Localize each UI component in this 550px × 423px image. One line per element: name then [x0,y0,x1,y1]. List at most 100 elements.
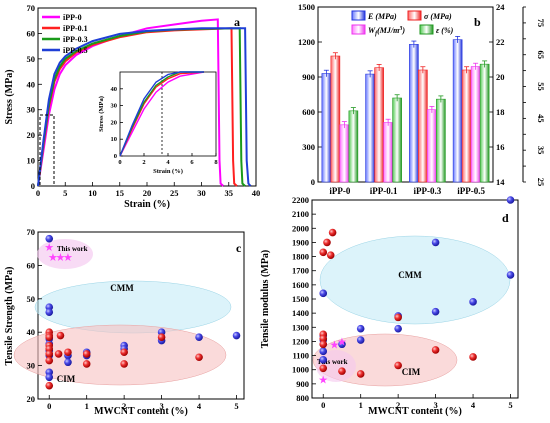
cmm-point [232,331,241,340]
y-tick-label: 1500 [292,294,309,304]
cmm-point [356,336,365,344]
cmm-point [45,373,54,382]
bar-iPP-0.3-1 [418,69,428,183]
inset-x-tick-label: 4 [166,159,170,166]
panel-b-legend: E (MPa) σ (MPa) Wf(MJ/m3) ε (%) [351,10,454,37]
panel-a-letter: a [234,15,240,29]
legend-label-iPP-0.3: iPP-0.3 [63,35,88,44]
curve-iPP-0.3 [37,27,246,187]
right1-tick-label: 16 [496,142,505,152]
inset-x-tick-label: 8 [214,159,218,166]
cim-point [328,228,337,237]
y-tick-label: 50 [27,294,36,304]
cim-point [319,340,328,349]
y-tick-label: 1400 [292,308,309,318]
cim-point [326,251,335,259]
y-tick-label: 1300 [292,322,309,332]
y-tick-label: 1100 [292,351,309,361]
cim-point [54,350,63,358]
cmm-point [319,356,328,364]
cmm-point [506,196,515,204]
y-tick-label: 20 [27,394,36,404]
inset-ylabel: Stress (MPa) [98,96,105,132]
cim-point [431,346,440,354]
y-tick-label: 900 [296,379,309,389]
cim-point [120,360,128,368]
y-tick-label: 2000 [292,223,309,233]
x-tick-label: 4 [471,400,476,410]
panel-d-letter: d [502,211,509,225]
this-work-star: ★ [337,335,347,348]
cim-point [82,360,91,368]
cim-point [45,350,54,358]
panel-b-axes: 0 300 600 900 1200 1500 14 16 18 20 22 24 25 35 45 55 65… [298,2,546,187]
x-tick-label: 2 [122,401,126,411]
x-tick-label: 20 [143,188,152,198]
panel-d-xlabel: MWCNT content (%) [368,406,462,417]
inset-x-tick-label: 2 [142,159,145,166]
right1-tick-label: 24 [496,2,505,12]
category-label: iPP-0.5 [457,186,485,196]
bar-iPP-0.1-2 [383,122,393,183]
cmm-point [356,324,365,333]
cim-point [394,361,402,370]
x-tick-label: 0 [36,188,40,198]
cmm-point [45,234,54,243]
y-tick-label: 1900 [292,237,309,247]
this-work-star: ★ [56,251,66,264]
cim-point [319,248,328,257]
cmm-point [319,347,328,356]
legend-W: Wf(MJ/m3) [368,26,405,37]
panel-d-ticks: 0 1 2 3 4 5 800 900 1000 1100 1200 1300 1400 1500 1600… [292,195,513,410]
panel-a-curves [37,18,252,187]
legend-swatch-sigma [407,10,422,21]
cim-point [338,367,346,375]
right1-tick-label: 20 [496,72,505,82]
y-tick-label: 60 [27,28,36,38]
cmm-point [319,289,328,298]
right2-tick-label: 55 [536,82,546,91]
panel-c-ylabel: Tensile Strength (MPa) [4,267,15,366]
cim-point [64,348,72,357]
x-tick-label: 1 [359,400,363,410]
x-tick-label: 5 [63,188,67,198]
cim-point [356,370,365,378]
legend-label-iPP-0: iPP-0 [63,13,82,22]
this-work-star: ★ [44,241,54,254]
left-tick-label: 600 [302,107,315,117]
panel-c-frame [37,231,245,400]
category-label: iPP-0 [329,186,350,196]
inset-x-tick-label: 6 [190,159,194,166]
panel-c-ticks: 0 1 2 3 4 5 20 30 40 50 60 70 [27,227,239,411]
bar-iPP-0.1-1 [374,67,384,183]
cim-point [394,313,402,322]
legend-sigma: σ (MPa) [424,12,452,21]
curve-iPP-0.5 [37,27,252,187]
cmm-point [338,340,346,349]
panel-c-letter: c [236,241,242,255]
x-tick-label: 4 [197,401,202,411]
panel-c-xlabel: MWCNT content (%) [94,406,188,417]
y-tick-label: 10 [27,156,36,166]
cim-point [45,381,54,390]
bar-iPP-0.3-3 [436,98,446,183]
cmm-point [394,324,402,333]
bar-iPP-0-1 [330,55,341,183]
x-tick-label: 10 [88,188,97,198]
right1-tick-label: 14 [496,177,505,187]
y-tick-label: 1800 [292,252,309,262]
y-tick-label: 50 [27,54,36,64]
bar-iPP-0.5-2 [470,66,481,183]
inset-xlabel: Strain (%) [153,168,183,175]
x-tick-label: 0 [47,401,51,411]
y-tick-label: 30 [27,361,36,371]
y-tick-label: 2100 [292,209,309,219]
cim-point [195,353,203,362]
left-tick-label: 1200 [298,37,315,47]
panel-a-legend: iPP-0 iPP-0.1 iPP-0.3 iPP-0.5 [42,13,88,55]
inset-curve-iPP-0.5 [119,71,204,157]
cim-point [469,353,477,361]
right1-tick-label: 22 [496,37,505,47]
inset-y-tick-label: 10 [111,136,118,143]
